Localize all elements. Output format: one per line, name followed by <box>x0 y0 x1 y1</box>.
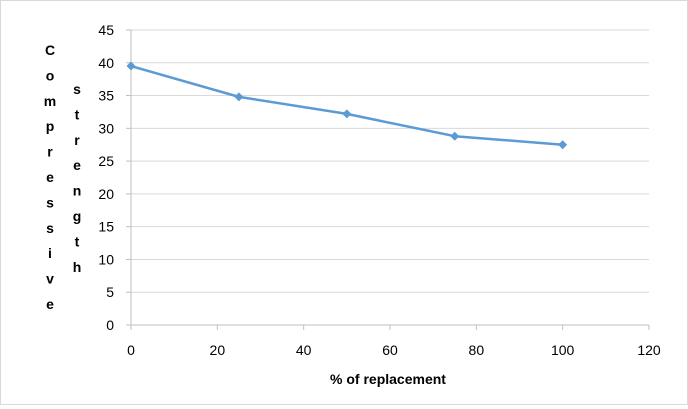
x-tick-label: 60 <box>382 342 398 358</box>
y-axis-title-letter: g <box>73 208 82 224</box>
y-tick-labels: 0 5 10 15 20 25 30 35 40 45 <box>98 22 114 333</box>
y-tick-label: 40 <box>98 55 114 71</box>
y-axis-title-letter: v <box>46 271 54 287</box>
y-tick-label: 35 <box>98 88 114 104</box>
x-tick-label: 120 <box>637 342 661 358</box>
x-tick-label: 40 <box>296 342 312 358</box>
data-point-marker <box>126 61 136 71</box>
x-axis-title: % of replacement <box>330 371 446 387</box>
y-axis-title-letter: r <box>74 132 80 148</box>
y-tick-label: 15 <box>98 219 114 235</box>
x-tick-label: 20 <box>210 342 226 358</box>
y-axis-title-letter: i <box>48 245 52 261</box>
y-axis-title-letter: s <box>46 194 54 210</box>
data-point-marker <box>450 131 460 141</box>
y-tick-label: 25 <box>98 153 114 169</box>
x-tick-label: 100 <box>551 342 575 358</box>
y-axis-title-letter: o <box>46 67 55 83</box>
series-line-path <box>130 64 563 146</box>
y-tick-label: 10 <box>98 251 114 267</box>
y-tick-label: 45 <box>98 22 114 38</box>
y-axis-title-letter: p <box>46 118 55 134</box>
data-markers <box>126 61 568 150</box>
y-axis-title-letter: r <box>47 144 53 160</box>
x-tick-label: 0 <box>127 342 135 358</box>
data-point-marker <box>342 109 352 119</box>
data-point-marker <box>234 92 244 102</box>
y-tick-label: 30 <box>98 120 114 136</box>
y-axis-title-letter: e <box>46 296 54 312</box>
y-axis-title-letter: h <box>73 259 82 275</box>
y-axis-title-letter: m <box>44 93 56 109</box>
y-axis-title-letter: t <box>75 233 80 249</box>
y-tick-label: 20 <box>98 186 114 202</box>
y-axis-title-letter: s <box>46 220 54 236</box>
series-line <box>130 64 563 146</box>
data-point-marker <box>558 140 568 150</box>
y-axis-title-letter: e <box>46 169 54 185</box>
y-axis-title-letter: s <box>73 81 81 97</box>
gridlines <box>131 29 649 293</box>
y-axis-title-letter: C <box>45 42 55 58</box>
y-tick-label: 0 <box>106 317 114 333</box>
y-axis-title-letter: t <box>75 106 80 122</box>
x-tick-label: 80 <box>469 342 485 358</box>
y-axis-title-letter: n <box>73 183 82 199</box>
y-tick-label: 5 <box>106 284 114 300</box>
y-axis-title-letter: e <box>73 157 81 173</box>
x-tick-labels: 0 20 40 60 80 100 120 <box>127 342 661 358</box>
axes <box>126 29 650 330</box>
